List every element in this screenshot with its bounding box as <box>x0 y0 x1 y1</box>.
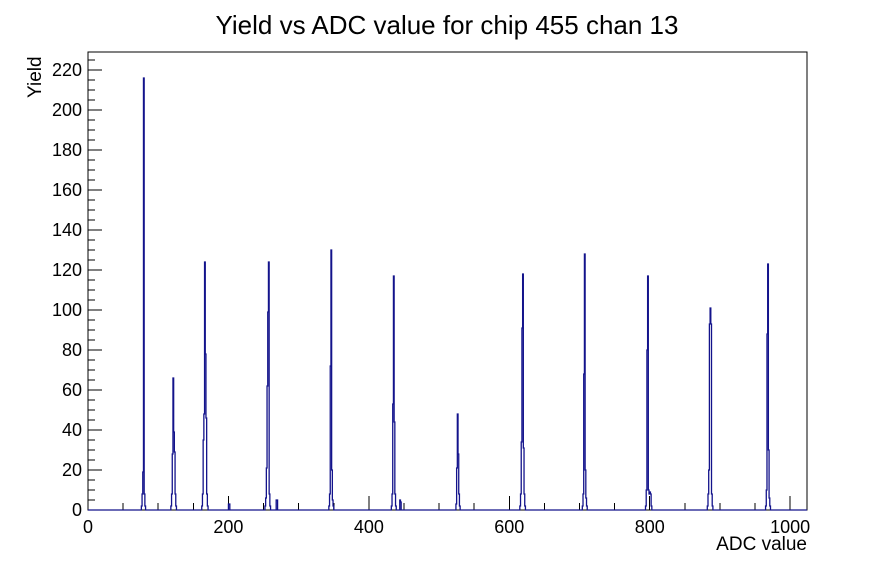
x-tick-label: 200 <box>213 517 243 537</box>
y-tick-label: 200 <box>52 100 82 120</box>
y-tick-label: 180 <box>52 140 82 160</box>
y-tick-label: 100 <box>52 300 82 320</box>
x-tick-label: 1000 <box>770 517 810 537</box>
x-axis-title: ADC value <box>716 534 807 555</box>
x-tick-label: 800 <box>635 517 665 537</box>
y-tick-label: 40 <box>62 420 82 440</box>
y-tick-label: 140 <box>52 220 82 240</box>
x-tick-label: 0 <box>83 517 93 537</box>
x-tick-label: 600 <box>494 517 524 537</box>
chart-title: Yield vs ADC value for chip 455 chan 13 <box>216 10 679 40</box>
y-tick-label: 80 <box>62 340 82 360</box>
y-axis-title: Yield <box>25 56 46 98</box>
y-tick-label: 220 <box>52 60 82 80</box>
histogram-series <box>88 77 807 511</box>
plot-frame-and-series: 0 200 400 600 800 1000 0 20 40 60 80 100 120 140 160 18… <box>52 51 810 537</box>
x-tick-label: 400 <box>354 517 384 537</box>
y-tick-label: 120 <box>52 260 82 280</box>
y-tick-label: 20 <box>62 460 82 480</box>
plot-frame <box>87 51 808 511</box>
y-tick-label: 0 <box>72 500 82 520</box>
y-tick-label: 60 <box>62 380 82 400</box>
y-tick-label: 160 <box>52 180 82 200</box>
